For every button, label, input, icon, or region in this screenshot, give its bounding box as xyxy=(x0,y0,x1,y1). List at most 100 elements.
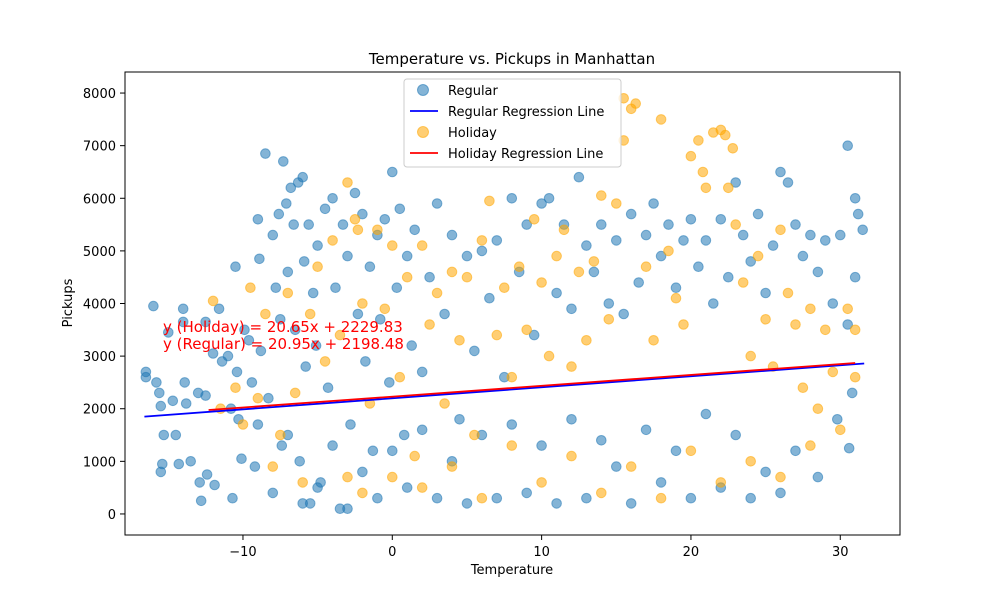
data-point-holiday xyxy=(693,135,704,146)
data-point-holiday xyxy=(319,356,331,367)
data-point-regular xyxy=(491,492,503,504)
data-point-holiday xyxy=(573,266,585,278)
data-point-regular xyxy=(551,498,562,509)
data-point-regular xyxy=(730,177,742,188)
data-point-regular xyxy=(200,390,211,401)
data-point-regular xyxy=(185,456,196,467)
data-point-regular xyxy=(163,327,174,338)
data-point-holiday xyxy=(484,195,495,207)
data-point-regular xyxy=(357,466,368,478)
data-point-holiday xyxy=(588,256,600,267)
data-point-regular xyxy=(685,492,697,504)
data-point-regular xyxy=(319,203,331,215)
legend-box xyxy=(403,78,622,168)
y-tick-label: 6000 xyxy=(83,192,116,207)
data-point-regular xyxy=(842,319,854,330)
data-point-regular xyxy=(484,292,495,304)
data-point-holiday xyxy=(454,335,465,346)
data-point-holiday xyxy=(342,177,353,188)
data-point-holiday xyxy=(521,324,533,336)
data-point-holiday xyxy=(648,335,659,346)
data-point-holiday xyxy=(790,319,801,330)
regression-lines-layer xyxy=(144,362,865,418)
data-point-regular xyxy=(401,482,413,493)
data-point-regular xyxy=(267,229,279,241)
data-point-regular xyxy=(454,414,465,425)
data-point-holiday xyxy=(655,114,667,125)
y-tick-label: 5000 xyxy=(83,245,116,260)
data-point-regular xyxy=(170,429,182,441)
data-point-regular xyxy=(439,308,450,320)
data-point-holiday xyxy=(267,461,279,472)
legend-label-holiday-line: Holiday Regression Line xyxy=(448,147,603,162)
data-point-regular xyxy=(372,492,383,504)
data-point-holiday xyxy=(543,350,555,362)
data-point-regular xyxy=(618,308,630,320)
data-point-regular xyxy=(528,329,540,341)
data-point-regular xyxy=(255,345,267,357)
data-point-holiday xyxy=(678,319,689,330)
data-point-regular xyxy=(276,440,288,451)
data-point-holiday xyxy=(260,308,271,320)
data-point-holiday xyxy=(697,166,709,178)
data-point-regular xyxy=(345,419,356,430)
data-point-regular xyxy=(222,350,234,362)
data-point-holiday xyxy=(685,445,697,457)
data-point-regular xyxy=(349,187,361,199)
data-point-holiday xyxy=(685,150,697,162)
y-tick-label: 8000 xyxy=(83,87,116,102)
data-point-regular xyxy=(760,287,771,299)
data-point-regular xyxy=(685,214,697,225)
data-point-holiday xyxy=(352,224,364,236)
y-tick-label: 4000 xyxy=(83,298,116,313)
data-point-holiday xyxy=(630,98,642,109)
data-point-holiday xyxy=(334,329,346,341)
data-point-regular xyxy=(285,182,297,194)
data-point-regular xyxy=(655,477,667,488)
data-point-regular xyxy=(154,387,165,399)
regular-regression-line xyxy=(144,362,865,418)
data-point-holiday xyxy=(835,424,846,436)
data-point-regular xyxy=(611,461,622,472)
data-point-regular xyxy=(249,461,261,472)
data-point-holiday xyxy=(379,303,391,315)
data-point-regular xyxy=(384,377,395,388)
data-point-regular xyxy=(543,193,555,204)
data-point-regular xyxy=(281,198,292,209)
data-point-holiday xyxy=(805,440,816,451)
data-point-holiday xyxy=(230,382,241,394)
data-point-regular xyxy=(857,224,869,236)
data-point-regular xyxy=(633,277,645,288)
data-point-regular xyxy=(693,261,704,273)
data-point-holiday xyxy=(401,271,413,283)
data-point-regular xyxy=(379,214,391,225)
y-tick-label: 1000 xyxy=(83,455,116,470)
data-point-regular xyxy=(297,171,309,183)
data-point-regular xyxy=(364,261,376,273)
data-point-regular xyxy=(273,208,285,220)
data-point-holiday xyxy=(596,190,607,201)
data-point-holiday xyxy=(581,335,592,346)
data-point-regular xyxy=(227,492,238,504)
data-point-holiday xyxy=(387,471,398,483)
data-point-regular xyxy=(843,442,855,454)
data-point-regular xyxy=(566,414,577,425)
data-point-holiday xyxy=(536,277,547,288)
data-point-holiday xyxy=(469,429,480,441)
data-point-regular xyxy=(581,492,592,504)
legend-label-regular: Regular xyxy=(448,84,499,99)
data-point-holiday xyxy=(357,487,368,499)
data-point-regular xyxy=(367,445,379,457)
ticks-layer: −10 0 10 20 30 0 1000 2000 3000 4000 5000 6000 7000 8… xyxy=(83,87,849,560)
data-point-holiday xyxy=(446,461,458,472)
data-point-regular xyxy=(200,316,211,328)
data-point-holiday xyxy=(760,314,771,325)
data-point-regular xyxy=(648,198,659,209)
data-point-regular xyxy=(357,208,368,220)
data-point-holiday xyxy=(536,477,547,488)
data-point-regular xyxy=(263,392,274,404)
data-point-regular xyxy=(521,487,533,499)
data-point-regular xyxy=(670,282,682,294)
x-tick-label: 0 xyxy=(388,545,396,560)
data-point-holiday xyxy=(387,240,398,251)
